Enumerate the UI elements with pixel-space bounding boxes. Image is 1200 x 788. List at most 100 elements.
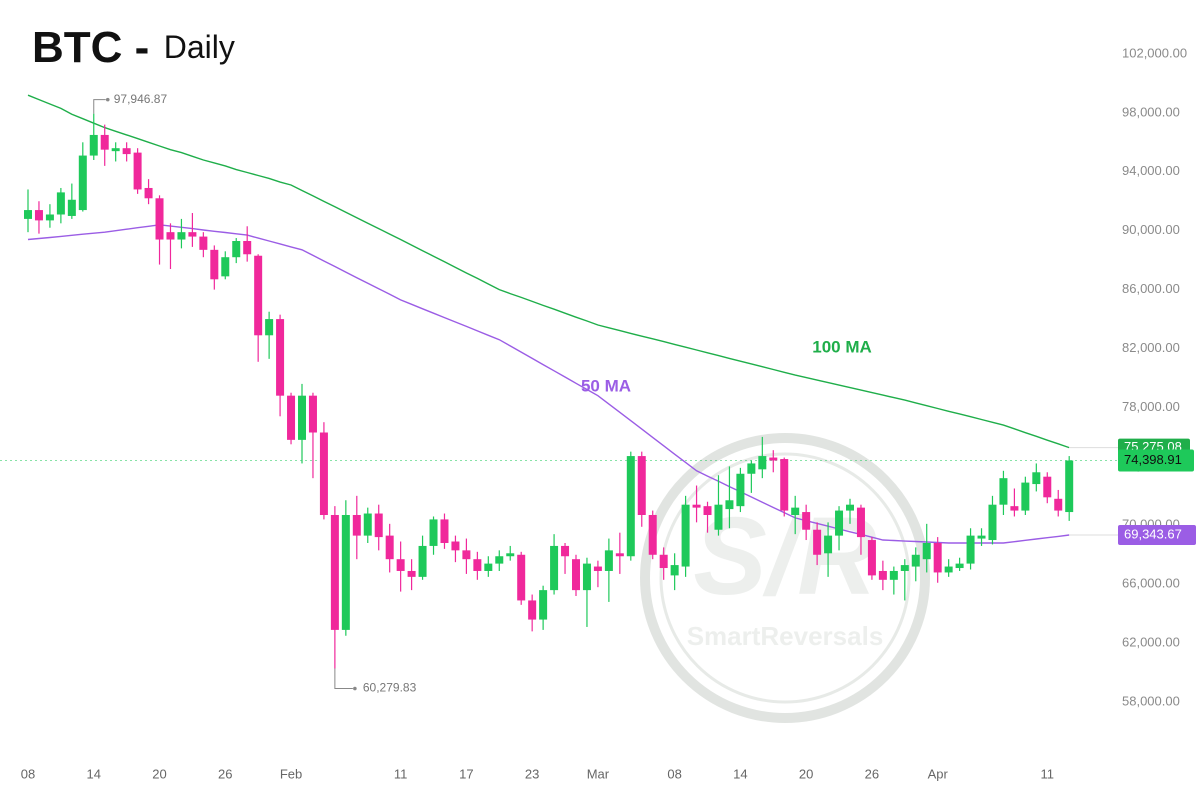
candle-body — [67, 199, 76, 216]
candle-body — [561, 545, 570, 557]
candle-body — [78, 155, 87, 211]
candle-body — [550, 545, 559, 591]
candle-body — [462, 550, 471, 560]
candle-body — [714, 504, 723, 530]
candle-body — [999, 478, 1008, 505]
x-tick-label: Feb — [280, 766, 302, 781]
x-tick-label: 23 — [525, 766, 539, 781]
candle-body — [955, 563, 964, 569]
y-tick-label: 90,000.00 — [1122, 222, 1180, 237]
high-dot — [105, 97, 110, 102]
low-label: 60,279.83 — [363, 681, 417, 695]
candle-body — [626, 456, 635, 557]
candle-body — [813, 529, 822, 555]
candle-body — [188, 232, 197, 237]
candle-body — [363, 513, 372, 536]
candle-body — [758, 456, 767, 470]
candle-body — [725, 500, 734, 510]
candle-body — [692, 504, 701, 508]
candle-body — [89, 134, 98, 156]
candle-body — [539, 590, 548, 620]
candle-body — [933, 542, 942, 573]
watermark: S/R SmartReversals — [640, 433, 930, 723]
watermark-ring — [640, 433, 930, 723]
candle-body — [155, 198, 164, 240]
candle-body — [374, 513, 383, 538]
watermark-ring — [659, 452, 911, 704]
candle-body — [243, 241, 252, 255]
candle-body — [966, 535, 975, 564]
candle-body — [287, 395, 296, 440]
candle-body — [210, 249, 219, 280]
candle-body — [791, 507, 800, 515]
candle-body — [221, 257, 230, 277]
candle-body — [1043, 476, 1052, 498]
candle-body — [298, 395, 306, 440]
candle-body — [166, 232, 175, 240]
y-tick-label: 98,000.00 — [1122, 104, 1180, 119]
x-tick-label: 11 — [394, 766, 408, 781]
title-symbol: BTC - — [32, 23, 149, 72]
x-tick-label: 26 — [865, 766, 879, 781]
candle-body — [780, 459, 789, 511]
candle-body — [1010, 506, 1019, 511]
candle-body — [846, 504, 854, 511]
candle-body — [385, 535, 394, 560]
candle-body — [736, 473, 745, 507]
y-tick-label: 82,000.00 — [1122, 340, 1180, 355]
candle-body — [856, 507, 865, 538]
candle-body — [34, 210, 43, 221]
candle-body — [232, 241, 241, 258]
candle-body — [659, 554, 668, 569]
candle-body — [144, 187, 153, 199]
candle-body — [352, 514, 361, 536]
candle-body — [1065, 460, 1074, 513]
candle-body — [911, 554, 920, 567]
high-label: 97,946.87 — [114, 92, 168, 106]
watermark-mark: S/R — [693, 495, 876, 618]
candle-body — [276, 319, 285, 396]
x-tick-label: 08 — [667, 766, 681, 781]
candle-body — [615, 553, 624, 557]
candle-body — [889, 570, 898, 580]
candle-body — [506, 553, 515, 557]
candle-body — [1021, 482, 1030, 511]
candle-body — [440, 519, 449, 543]
candle-body — [45, 214, 54, 221]
candle-body — [308, 395, 317, 433]
candle-body — [528, 600, 537, 620]
candle-body — [56, 192, 65, 215]
y-tick-label: 86,000.00 — [1122, 281, 1180, 296]
candle-body — [418, 545, 427, 577]
x-tick-label: 26 — [218, 766, 232, 781]
candle-body — [604, 550, 613, 571]
ma-name: 50 MA — [581, 376, 631, 395]
candle-body — [944, 566, 953, 573]
y-tick-label: 102,000.00 — [1122, 45, 1187, 60]
candle-body — [648, 514, 657, 555]
ma-line — [27, 224, 1070, 544]
candle-body — [451, 541, 460, 551]
candle-body — [341, 514, 350, 630]
candle-body — [988, 504, 997, 541]
y-tick-label: 94,000.00 — [1122, 163, 1180, 178]
y-tick-label: 78,000.00 — [1122, 399, 1180, 414]
candle-body — [637, 456, 646, 515]
x-tick-label: 08 — [21, 766, 35, 781]
x-tick-label: Mar — [587, 766, 610, 781]
candle-body — [703, 506, 712, 515]
candle-body — [922, 542, 931, 560]
candle-body — [802, 512, 811, 530]
candle-body — [517, 554, 526, 601]
y-tick-label: 62,000.00 — [1122, 635, 1180, 650]
x-tick-label: 14 — [87, 766, 101, 781]
ma-line — [27, 94, 1070, 449]
y-tick-label: 66,000.00 — [1122, 576, 1180, 591]
moving-averages — [27, 94, 1070, 544]
chart-title: BTC - Daily — [32, 23, 235, 72]
high-marker — [93, 99, 106, 114]
candle-body — [769, 457, 778, 461]
candle-body — [977, 535, 986, 539]
candle-body — [878, 570, 887, 580]
candle-body — [747, 463, 756, 474]
